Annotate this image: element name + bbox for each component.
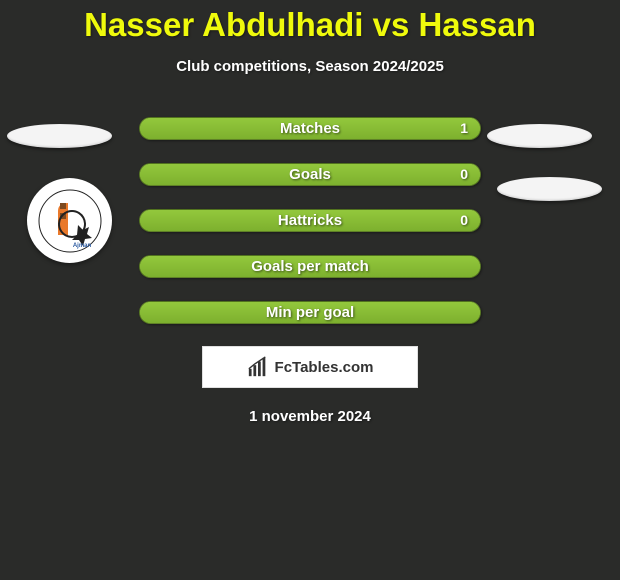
player-slot-right-2 [497,177,602,201]
subtitle: Club competitions, Season 2024/2025 [0,58,620,75]
stat-bar-label: Min per goal [140,302,480,323]
stat-bar: Goals per match [139,255,481,278]
stat-bar-label: Goals [140,164,480,185]
player-slot-right-1 [487,124,592,148]
stat-bar-value: 0 [460,164,468,185]
stat-bar-label: Goals per match [140,256,480,277]
player-slot-left [7,124,112,148]
page-title: Nasser Abdulhadi vs Hassan [0,0,620,44]
fctables-logo: FcTables.com [202,346,418,388]
date-text: 1 november 2024 [0,408,620,425]
stat-bar-label: Matches [140,118,480,139]
club-badge: Ajman [27,178,112,263]
stat-bar: Goals0 [139,163,481,186]
stat-bar-value: 0 [460,210,468,231]
fctables-logo-text: FcTables.com [275,359,374,376]
stat-bar-label: Hattricks [140,210,480,231]
club-badge-icon: Ajman [38,189,102,253]
stat-bar-value: 1 [460,118,468,139]
stat-bar: Min per goal [139,301,481,324]
stat-bar: Hattricks0 [139,209,481,232]
svg-text:Ajman: Ajman [72,243,91,249]
chart-icon [247,356,269,378]
stat-bar: Matches1 [139,117,481,140]
